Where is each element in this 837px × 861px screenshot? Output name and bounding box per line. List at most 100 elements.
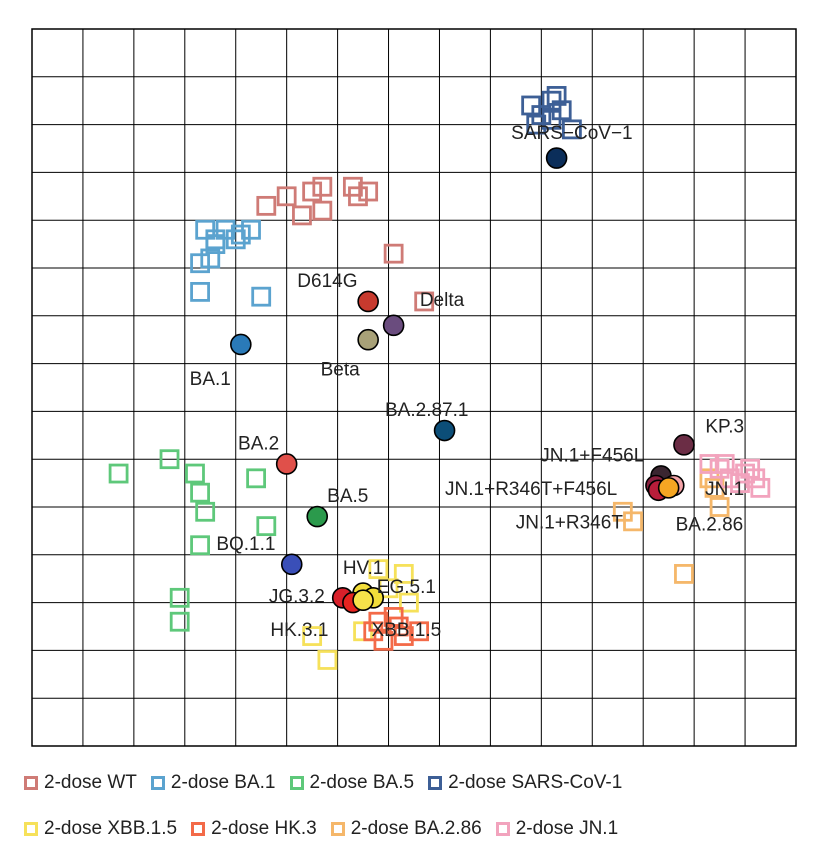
antigen-labels: SARS−CoV−1 D614G Delta Beta BA.1 BA.2.87.1 BA.… xyxy=(190,123,745,641)
serum-point xyxy=(251,286,272,307)
antigen-point xyxy=(352,589,374,612)
serum-point xyxy=(317,650,338,670)
legend-item: 2-dose JN.1 xyxy=(495,818,618,840)
antigen-label: BA.5 xyxy=(327,486,368,507)
legend-swatch xyxy=(495,822,510,836)
serum-point xyxy=(302,626,323,646)
antigen-label: EG.5.1 xyxy=(377,577,436,598)
legend-item: 2-dose BA.1 xyxy=(150,772,276,794)
serum-point xyxy=(378,578,399,599)
antigen-point xyxy=(433,419,456,442)
serum-point xyxy=(740,458,761,479)
legend-label: 2-dose SARS-CoV-1 xyxy=(448,772,623,793)
antigen-point xyxy=(280,553,303,576)
serum-point xyxy=(185,463,205,484)
serum-point xyxy=(674,564,694,584)
antigen-point xyxy=(545,147,568,169)
legend-swatch xyxy=(150,776,165,790)
serum-point xyxy=(368,559,389,580)
serum-point xyxy=(169,611,190,632)
serum-point xyxy=(312,176,333,197)
antigen-label: BA.2.87.1 xyxy=(385,400,468,421)
serum-point xyxy=(730,473,750,494)
legend-swatch xyxy=(289,776,304,790)
legend-label: 2-dose WT xyxy=(44,772,137,793)
antigen-label: Delta xyxy=(420,290,465,311)
antigen-label: KP.3 xyxy=(705,417,744,438)
serum-point xyxy=(205,234,226,255)
legend-row-2: 2-dose XBB.1.5 2-dose HK.3 2-dose BA.2.86 2… xyxy=(24,814,824,844)
serum-point xyxy=(414,291,435,312)
serum-point xyxy=(409,621,429,642)
antigen-point xyxy=(230,333,252,356)
serum-point xyxy=(383,243,404,264)
antigen-label: JN.1+R346T+F456L xyxy=(445,479,617,500)
legend-item: 2-dose BA.5 xyxy=(289,772,415,794)
antigen-label: JN.1+R346T xyxy=(516,512,624,533)
legend-label: 2-dose BA.1 xyxy=(170,772,276,793)
serum-point xyxy=(719,468,740,489)
legend-label: 2-dose BA.2.86 xyxy=(350,818,482,839)
serum-point xyxy=(383,607,404,627)
sera-points xyxy=(108,86,771,670)
serum-point xyxy=(750,477,771,498)
legend-item: 2-dose BA.2.86 xyxy=(330,818,482,840)
antigen-label: BA.2 xyxy=(238,433,279,454)
antigen-points xyxy=(230,147,695,614)
plot-grid xyxy=(32,29,796,746)
legend-item: 2-dose XBB.1.5 xyxy=(24,818,177,840)
antigen-point xyxy=(382,314,405,337)
chart-legend: 2-dose WT 2-dose BA.1 2-dose BA.5 2-dose SA… xyxy=(24,768,824,844)
serum-point xyxy=(393,564,414,584)
antigen-point xyxy=(657,477,680,499)
antigen-label: HV.1 xyxy=(343,558,384,579)
serum-point xyxy=(399,592,419,613)
serum-point xyxy=(714,454,735,474)
serum-point xyxy=(230,224,251,245)
legend-swatch xyxy=(428,776,443,790)
serum-point xyxy=(159,449,180,470)
serum-point xyxy=(169,587,190,608)
legend-row-1: 2-dose WT 2-dose BA.1 2-dose BA.5 2-dose SA… xyxy=(24,768,824,798)
legend-label: 2-dose HK.3 xyxy=(211,818,317,839)
antigen-point xyxy=(357,328,379,351)
antigenic-map-plot: SARS−CoV−1 D614G Delta Beta BA.1 BA.2.87.1 BA.… xyxy=(31,28,797,747)
serum-point xyxy=(363,621,384,642)
serum-point xyxy=(256,195,277,216)
legend-label: 2-dose XBB.1.5 xyxy=(44,818,178,839)
antigen-label: JG.3.2 xyxy=(269,586,325,607)
serum-point xyxy=(200,248,221,269)
legend-swatch xyxy=(24,776,38,790)
legend-swatch xyxy=(24,822,38,836)
serum-point xyxy=(709,497,730,517)
serum-point xyxy=(526,114,547,135)
serum-point xyxy=(312,200,333,221)
antigen-label: BA.1 xyxy=(190,369,231,390)
serum-point xyxy=(302,181,323,202)
serum-point xyxy=(699,454,720,474)
serum-point xyxy=(358,181,379,202)
serum-point xyxy=(393,626,414,646)
antigen-label: D614G xyxy=(297,271,357,292)
antigen-point xyxy=(357,290,379,313)
serum-point xyxy=(561,119,582,140)
serum-point xyxy=(612,501,633,522)
antigen-label: Beta xyxy=(321,359,361,380)
serum-point xyxy=(190,482,210,503)
antigen-point xyxy=(275,453,298,475)
plot-frame xyxy=(31,28,797,747)
antigen-point xyxy=(306,505,329,528)
legend-label: 2-dose BA.5 xyxy=(309,772,415,793)
legend-item: 2-dose WT xyxy=(24,772,137,794)
antigen-label: JN.1+F456L xyxy=(540,445,644,466)
antigen-point xyxy=(673,434,695,456)
antigen-label: SARS−CoV−1 xyxy=(511,123,632,144)
legend-swatch xyxy=(330,822,345,836)
serum-point xyxy=(541,109,562,130)
antigen-label: BQ.1.1 xyxy=(216,534,275,555)
antigen-label: HK.3.1 xyxy=(270,620,328,641)
antigen-label: XBB.1.5 xyxy=(372,620,442,641)
legend-item: 2-dose HK.3 xyxy=(191,818,317,840)
serum-point xyxy=(195,501,216,522)
plot-background xyxy=(32,29,796,746)
